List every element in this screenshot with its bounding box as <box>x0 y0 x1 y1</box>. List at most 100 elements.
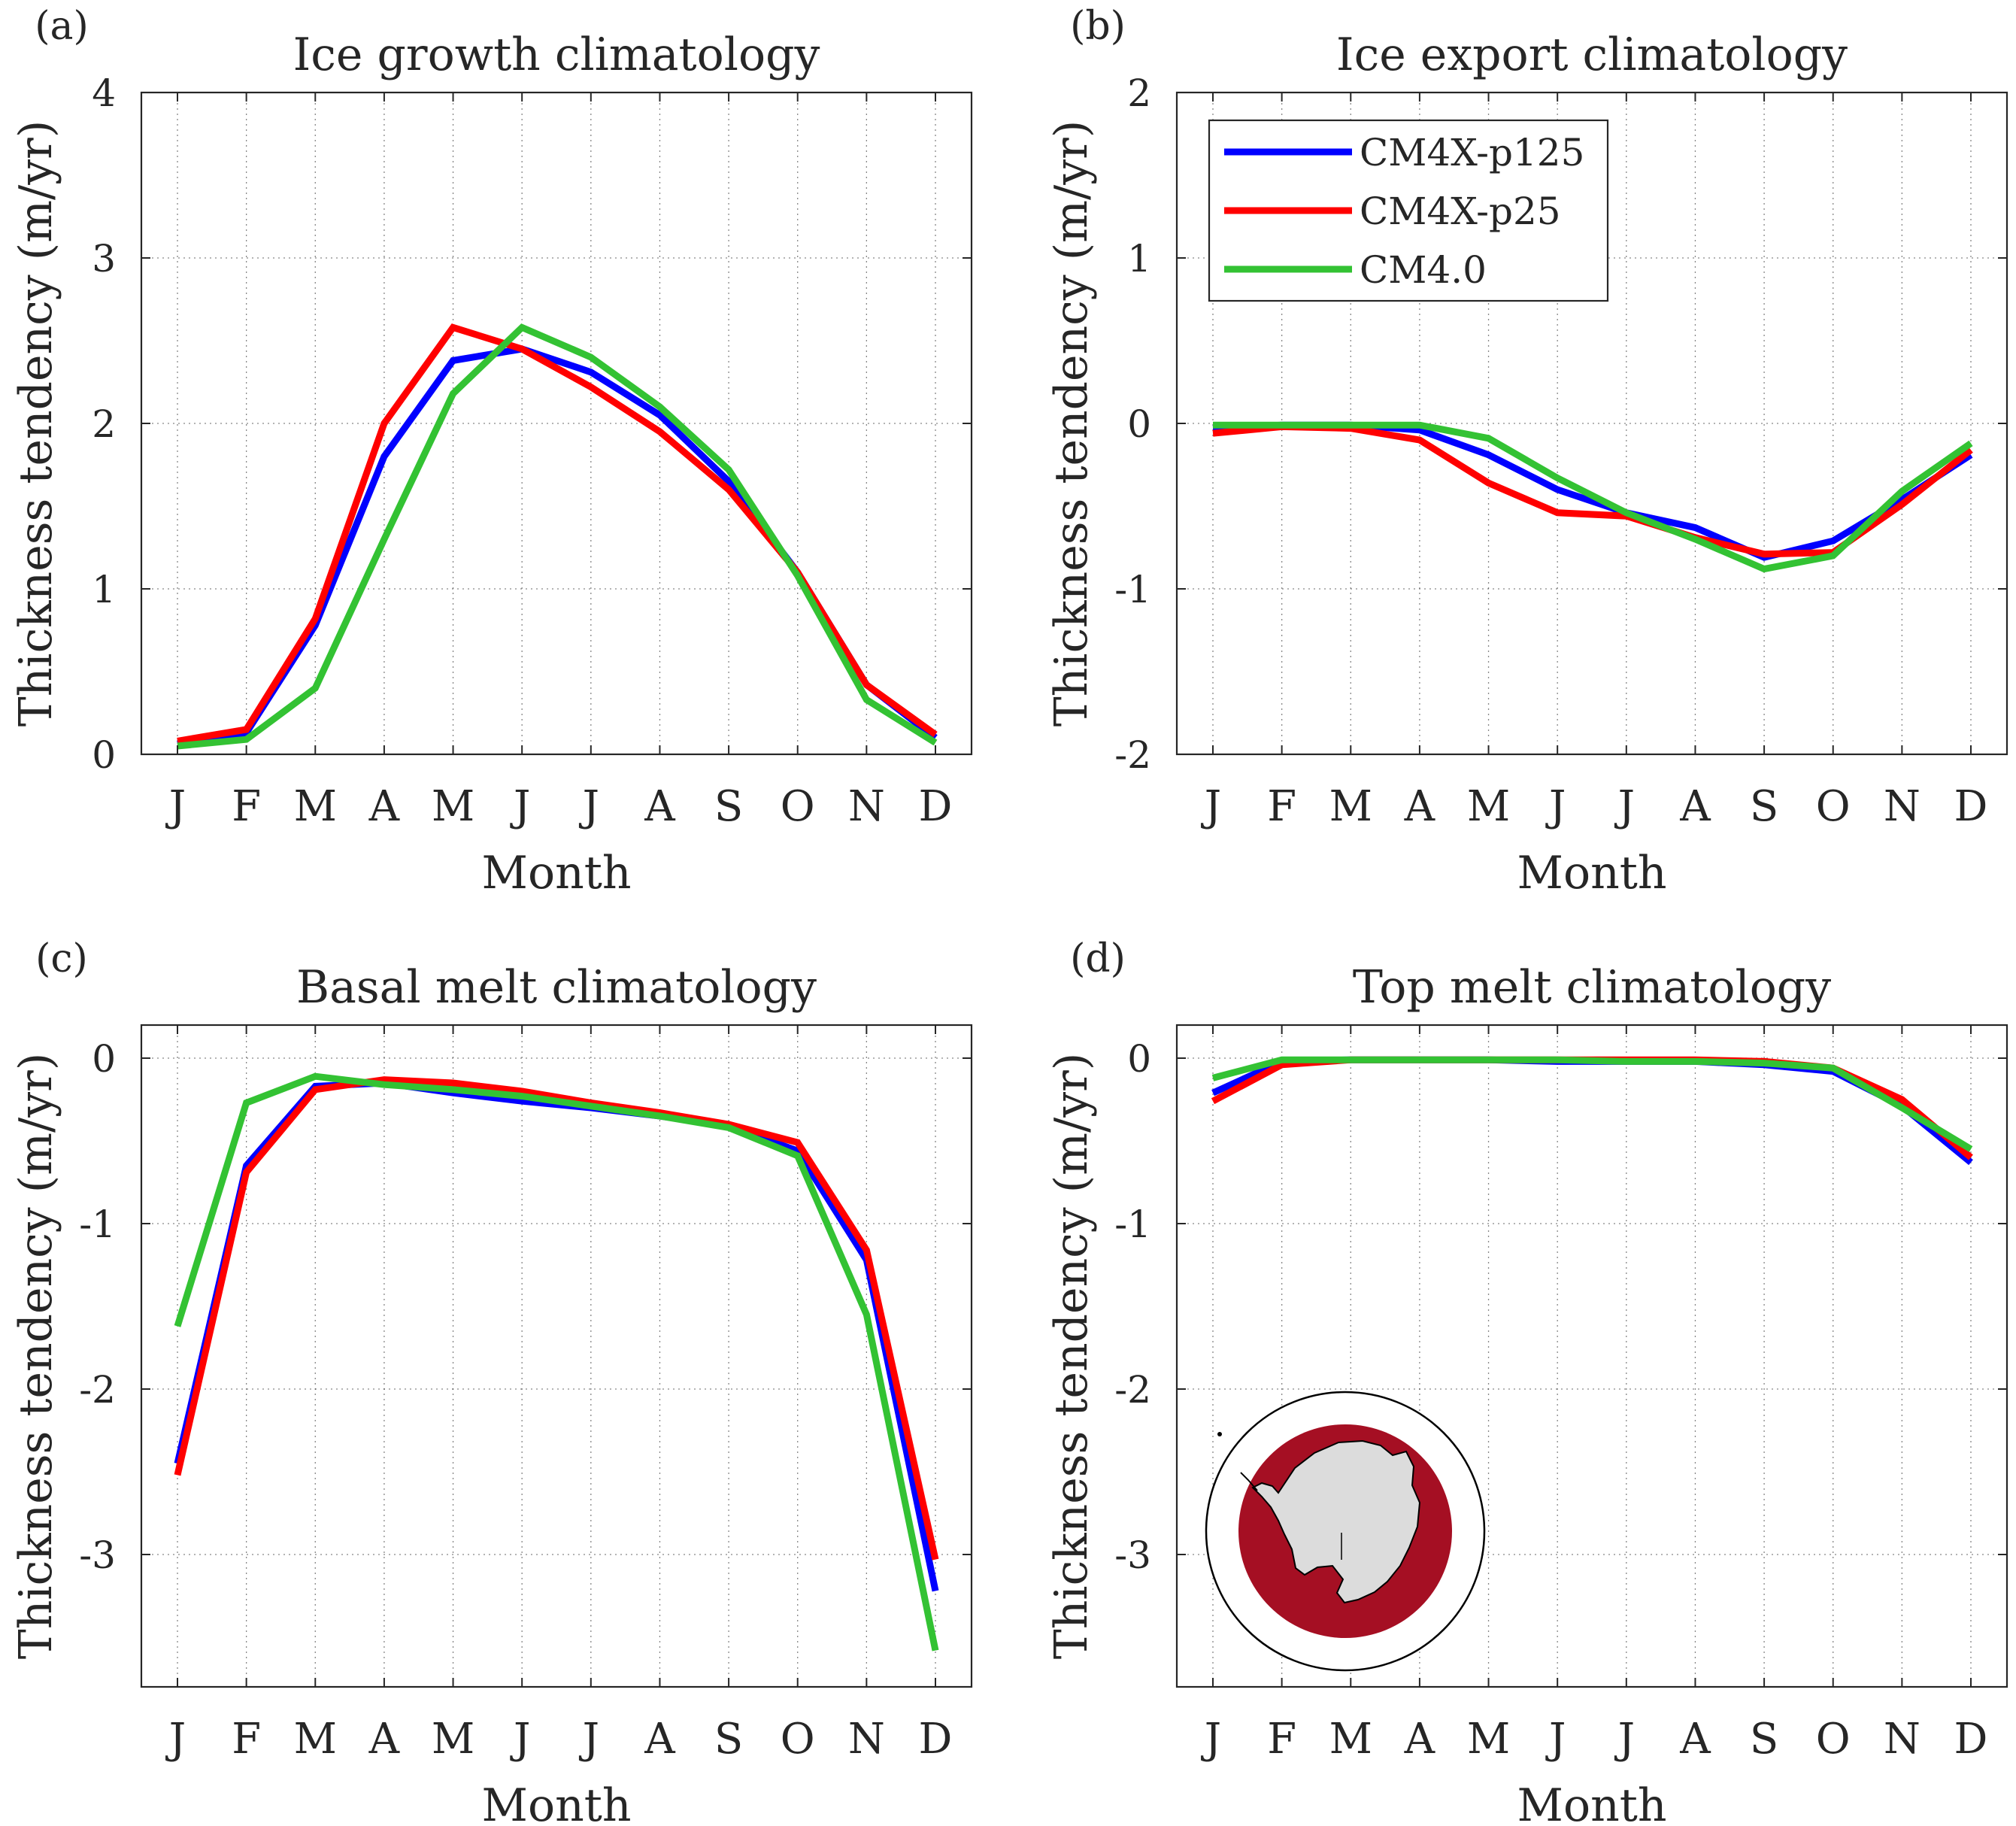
y-tick-label: -1 <box>1114 568 1151 611</box>
panel-label: (a) <box>35 4 89 49</box>
island-dot <box>1217 1432 1222 1436</box>
legend-label: CM4X-p25 <box>1360 190 1561 233</box>
x-axis-label: Month <box>482 1779 632 1826</box>
x-tick-label: J <box>1201 782 1221 831</box>
x-tick-label: A <box>644 1715 675 1764</box>
x-tick-label: D <box>919 782 953 831</box>
x-tick-label: A <box>368 1715 400 1764</box>
axes-box <box>140 1024 973 1688</box>
y-tick-label: 2 <box>1127 71 1151 115</box>
panel-title: Ice growth climatology <box>293 29 820 81</box>
x-tick-label: D <box>1954 1715 1988 1764</box>
x-tick-label: N <box>1884 782 1921 831</box>
series-line-cm4-0 <box>1211 1056 1973 1152</box>
x-tick-label: S <box>714 1715 743 1764</box>
x-tick-label: J <box>1614 1715 1635 1764</box>
x-tick-label: D <box>919 1715 953 1764</box>
x-tick-label: M <box>1467 1715 1510 1764</box>
y-tick-label: -2 <box>1114 1368 1151 1412</box>
y-tick-label: 0 <box>92 1037 116 1081</box>
x-tick-label: M <box>1329 1715 1372 1764</box>
x-tick-label: A <box>1404 1715 1435 1764</box>
y-tick-label: -2 <box>1114 733 1151 777</box>
y-tick-label: 4 <box>92 71 116 115</box>
x-tick-label: S <box>1750 1715 1778 1764</box>
x-tick-label: S <box>714 782 743 831</box>
x-tick-label: O <box>1816 782 1851 831</box>
x-tick-label: F <box>1267 782 1296 831</box>
x-tick-label: M <box>432 1715 474 1764</box>
panel-label: (c) <box>35 936 88 981</box>
y-axis-label: Thickness tendency (m/yr) <box>1045 120 1098 727</box>
x-tick-label: F <box>1267 1715 1296 1764</box>
series-line-cm4x-p25 <box>177 323 938 745</box>
series-line-cm4-0 <box>1213 421 1973 573</box>
x-axis-label: Month <box>1517 847 1667 899</box>
axes-box <box>1175 1024 2008 1688</box>
x-tick-label: J <box>579 1715 599 1764</box>
series-line-cm4x-p125 <box>177 345 938 748</box>
x-axis-label: Month <box>482 847 632 899</box>
y-tick-label: 3 <box>92 237 116 281</box>
x-tick-label: O <box>781 1715 815 1764</box>
x-tick-label: J <box>1201 1715 1221 1764</box>
x-tick-label: A <box>368 782 400 831</box>
x-tick-label: M <box>1329 782 1372 831</box>
y-tick-label: -2 <box>79 1368 116 1412</box>
y-axis-label: Thickness tendency (m/yr) <box>10 1053 62 1660</box>
x-tick-label: J <box>1545 1715 1566 1764</box>
x-tick-label: M <box>432 782 474 831</box>
x-tick-label: O <box>781 782 815 831</box>
series-line-cm4x-p25 <box>174 1076 939 1561</box>
x-tick-label: N <box>848 782 885 831</box>
x-tick-label: M <box>1467 782 1510 831</box>
x-tick-label: J <box>1614 782 1635 831</box>
series-line-cm4-0 <box>174 1072 939 1652</box>
x-tick-label: J <box>165 1715 186 1764</box>
x-tick-label: D <box>1954 782 1988 831</box>
x-tick-label: A <box>1679 782 1711 831</box>
y-tick-label: -1 <box>1114 1203 1151 1246</box>
antarctica-inset-map <box>1205 1391 1486 1672</box>
panel-label: (d) <box>1070 936 1126 981</box>
panel-title: Top melt climatology <box>1353 961 1831 1014</box>
y-tick-label: 2 <box>92 402 116 446</box>
y-tick-label: 1 <box>1127 237 1151 281</box>
legend-label: CM4X-p125 <box>1360 131 1584 174</box>
y-axis-label: Thickness tendency (m/yr) <box>1045 1053 1098 1660</box>
x-tick-label: N <box>1884 1715 1921 1764</box>
y-tick-label: -1 <box>79 1203 116 1246</box>
x-tick-label: M <box>294 1715 337 1764</box>
x-tick-label: J <box>1545 782 1566 831</box>
antarctica-landmass <box>1251 1439 1421 1604</box>
x-tick-label: J <box>579 782 599 831</box>
x-tick-label: A <box>644 782 675 831</box>
legend: CM4X-p125 CM4X-p25 CM4.0 <box>1208 119 1609 302</box>
y-tick-label: 0 <box>92 733 116 777</box>
series-line-cm4-0 <box>177 323 938 750</box>
x-tick-label: J <box>165 782 186 831</box>
x-tick-label: F <box>232 1715 261 1764</box>
y-tick-label: 0 <box>1127 1037 1151 1081</box>
y-tick-label: -3 <box>1114 1533 1151 1577</box>
legend-label: CM4.0 <box>1360 248 1487 292</box>
series-line-cm4x-p125 <box>1211 1056 1973 1166</box>
x-tick-label: O <box>1816 1715 1851 1764</box>
antarctic-peninsula-coast <box>1240 1472 1258 1491</box>
x-tick-label: A <box>1404 782 1435 831</box>
x-tick-label: M <box>294 782 337 831</box>
y-tick-label: 0 <box>1127 402 1151 446</box>
series-line-cm4x-p125 <box>174 1079 939 1592</box>
x-tick-label: J <box>510 782 530 831</box>
y-tick-label: -3 <box>79 1533 116 1577</box>
panel-title: Ice export climatology <box>1336 29 1848 81</box>
x-tick-label: S <box>1750 782 1778 831</box>
x-tick-label: J <box>510 1715 530 1764</box>
panel-title: Basal melt climatology <box>296 961 817 1014</box>
y-axis-label: Thickness tendency (m/yr) <box>10 120 62 727</box>
panel-label: (b) <box>1070 4 1126 49</box>
